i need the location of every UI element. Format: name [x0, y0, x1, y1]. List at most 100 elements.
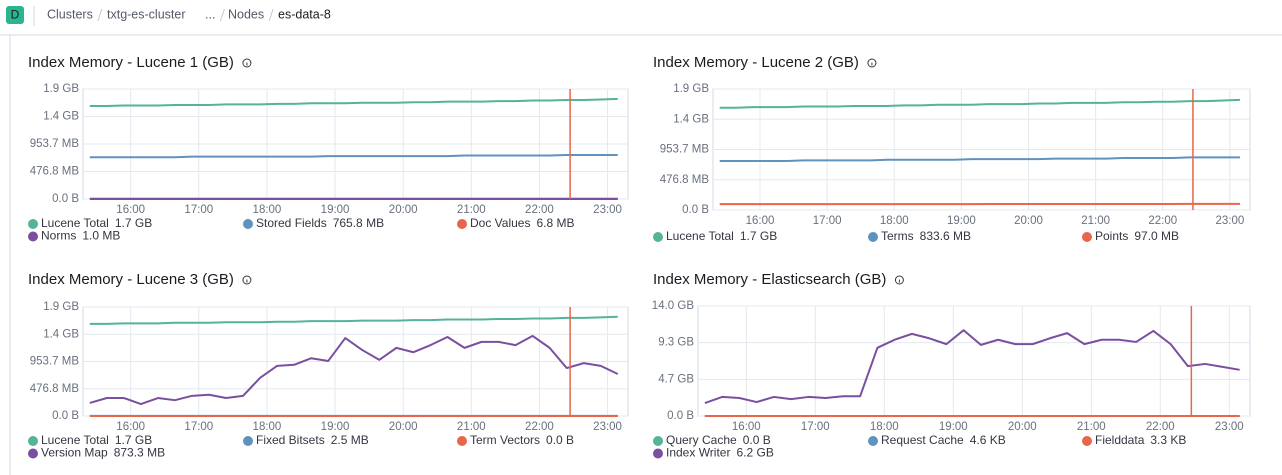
x-tick-label: 17:00 [184, 204, 213, 216]
legend-swatch [28, 436, 38, 446]
y-tick-label: 0.0 B [682, 204, 709, 216]
x-tick-label: 21:00 [457, 204, 486, 216]
y-tick-label: 1.9 GB [43, 301, 79, 313]
series-line [89, 154, 618, 159]
breadcrumb-separator [97, 8, 103, 22]
y-tick-label: 953.7 MB [30, 356, 80, 368]
legend-swatch [1082, 436, 1092, 446]
avatar[interactable] [6, 6, 24, 24]
x-tick-label: 23:00 [1215, 215, 1244, 227]
legend-value: 0.0 B [546, 433, 574, 447]
legend-swatch [1082, 232, 1092, 242]
legend-name[interactable]: Request Cache [881, 433, 964, 447]
x-tick-label: 18:00 [880, 215, 909, 227]
legend-name[interactable]: Query Cache [666, 433, 737, 447]
legend-swatch [653, 448, 663, 459]
x-tick-label: 16:00 [746, 215, 775, 227]
legend-value: 0.0 B [743, 433, 771, 447]
legend-name[interactable]: Term Vectors [470, 433, 540, 447]
header-bar [0, 0, 1282, 35]
x-tick-label: 20:00 [389, 204, 418, 216]
chart-title: Index Memory - Lucene 1 (GB) [28, 54, 234, 71]
y-tick-label: 1.4 GB [673, 113, 709, 125]
y-tick-label: 4.7 GB [658, 373, 694, 385]
x-tick-label: 16:00 [116, 204, 145, 216]
legend-swatch [243, 219, 253, 229]
x-tick-label: 19:00 [939, 421, 968, 433]
breadcrumb[interactable]: ... [205, 7, 215, 21]
x-tick-label: 22:00 [525, 421, 554, 433]
legend-value: 6.2 GB [736, 446, 773, 460]
legend-swatch [457, 219, 467, 229]
legend-swatch [457, 436, 467, 446]
info-icon[interactable] [242, 58, 252, 68]
legend-name[interactable]: Points [1095, 229, 1128, 243]
legend-swatch [28, 231, 38, 242]
x-tick-label: 20:00 [1014, 215, 1043, 227]
breadcrumb[interactable]: Nodes [228, 7, 264, 21]
breadcrumb: es-data-8 [278, 7, 331, 21]
chart-title: Index Memory - Lucene 2 (GB) [653, 54, 859, 71]
info-icon[interactable] [894, 275, 904, 285]
series-line [89, 334, 619, 406]
x-tick-label: 20:00 [389, 421, 418, 433]
x-tick-label: 21:00 [457, 421, 486, 433]
legend-name[interactable]: Lucene Total [41, 216, 109, 230]
series-line [719, 156, 1240, 162]
y-tick-label: 1.9 GB [673, 83, 709, 95]
legend-name[interactable]: Terms [881, 229, 914, 243]
y-tick-label: 953.7 MB [30, 138, 80, 150]
x-tick-label: 16:00 [116, 421, 145, 433]
plot-border [697, 305, 1251, 417]
info-icon[interactable] [242, 275, 252, 285]
info-icon[interactable] [867, 58, 877, 68]
y-tick-label: 9.3 GB [658, 337, 694, 349]
y-tick-label: 476.8 MB [30, 383, 80, 395]
x-tick-label: 23:00 [593, 421, 622, 433]
y-tick-label: 0.0 B [667, 410, 694, 422]
x-tick-label: 17:00 [813, 215, 842, 227]
x-tick-label: 22:00 [1148, 215, 1177, 227]
x-tick-label: 17:00 [184, 421, 213, 433]
legend-value: 1.7 GB [115, 433, 152, 447]
legend-swatch [28, 219, 38, 229]
legend-name[interactable]: Fixed Bitsets [256, 433, 325, 447]
breadcrumb[interactable]: txtg-es-cluster [107, 7, 186, 21]
y-tick-label: 1.9 GB [43, 83, 79, 95]
breadcrumb[interactable]: Clusters [47, 7, 93, 21]
legend-name[interactable]: Index Writer [666, 446, 730, 460]
y-tick-label: 0.0 B [52, 193, 79, 205]
y-tick-label: 476.8 MB [660, 174, 710, 186]
legend-name[interactable]: Doc Values [470, 216, 530, 230]
legend-name[interactable]: Stored Fields [256, 216, 327, 230]
legend-value: 833.6 MB [920, 229, 971, 243]
legend-value: 6.8 MB [536, 216, 574, 230]
legend-value: 765.8 MB [333, 216, 384, 230]
legend-name[interactable]: Norms [41, 229, 76, 243]
x-tick-label: 17:00 [801, 421, 830, 433]
legend-value: 97.0 MB [1134, 229, 1179, 243]
series-line [89, 97, 618, 108]
legend-name[interactable]: Fielddata [1095, 433, 1145, 447]
x-tick-label: 18:00 [253, 421, 282, 433]
x-tick-label: 19:00 [321, 421, 350, 433]
breadcrumb-separator [268, 8, 274, 22]
y-tick-label: 1.4 GB [43, 111, 79, 123]
legend-swatch [653, 436, 663, 446]
legend-name[interactable]: Lucene Total [666, 229, 734, 243]
x-tick-label: 21:00 [1077, 421, 1106, 433]
legend-swatch [28, 448, 38, 459]
legend-value: 873.3 MB [114, 446, 165, 460]
legend-value: 3.3 KB [1150, 433, 1186, 447]
legend-name[interactable]: Version Map [41, 446, 108, 460]
y-tick-label: 14.0 GB [652, 300, 695, 312]
x-tick-label: 20:00 [1008, 421, 1037, 433]
x-tick-label: 16:00 [732, 421, 761, 433]
legend-name[interactable]: Lucene Total [41, 433, 109, 447]
series-line [719, 98, 1240, 109]
legend-swatch [868, 436, 878, 446]
x-tick-label: 22:00 [525, 204, 554, 216]
breadcrumb-separator [219, 8, 225, 22]
x-tick-label: 21:00 [1081, 215, 1110, 227]
